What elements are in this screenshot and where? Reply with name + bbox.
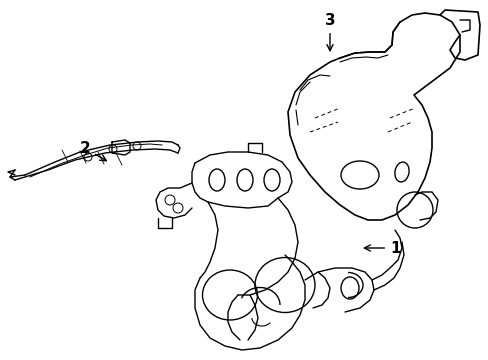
Text: 3: 3 — [324, 13, 335, 51]
Text: 1: 1 — [364, 240, 400, 256]
Text: 2: 2 — [80, 140, 106, 161]
